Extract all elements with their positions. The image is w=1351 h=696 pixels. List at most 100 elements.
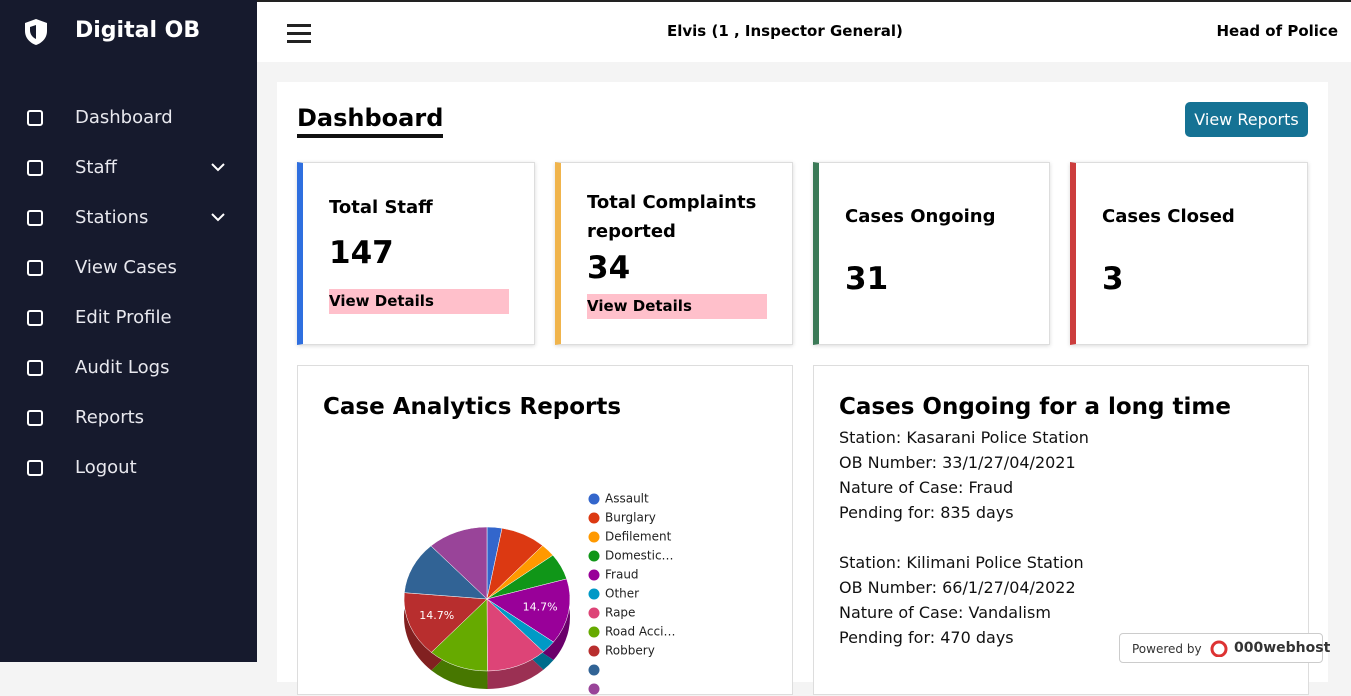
role: Head of Police [1216,22,1338,40]
nav-icon [27,160,43,176]
legend-swatch [588,664,600,676]
card-link[interactable]: View Details [587,294,767,319]
nav-icon [27,360,43,376]
icon-shape [27,410,43,426]
nav-icon [27,260,43,276]
card-value: 31 [845,261,889,297]
legend-label: Burglary [605,511,656,525]
brand-icon [25,19,47,45]
case-line: Pending for: 470 days [839,628,1014,647]
legend-label: Domestic… [605,549,674,563]
nav-item[interactable]: Dashboard [0,98,257,138]
icon-shape [27,210,43,226]
cases-title: Cases Ongoing for a long time [839,394,1231,420]
view-reports-button[interactable]: View Reports [1185,102,1308,137]
pie-slice [430,526,488,600]
sidebar: Digital OB Dashboard Staff Stations View Ca… [0,0,257,662]
legend-swatch [588,550,600,562]
nav-item[interactable]: Logout [0,448,257,488]
badge-logo [1210,640,1228,657]
user: Elvis (1 , Inspector General) [667,22,903,40]
brand: Digital OB [75,18,201,43]
nav-icon [27,410,43,426]
legend-label: Defilement [605,530,672,544]
nav-item[interactable]: Stations [0,198,257,238]
card: Cases Closed 3 [1070,162,1308,345]
card: Cases Ongoing 31 [813,162,1050,345]
legend-label: Rape [605,606,635,620]
case-line: Station: Kasarani Police Station [839,428,1089,447]
nav-label: View Cases [75,257,177,278]
nav-label: Reports [75,407,145,428]
chart-title: Case Analytics Reports [323,394,622,420]
case-line: Nature of Case: Vandalism [839,603,1051,622]
card-label: Cases Ongoing [845,206,996,227]
icon-shape [27,310,43,326]
legend-swatch [588,493,600,505]
nav-icon [27,210,43,226]
card-value: 3 [1102,261,1124,297]
legend-swatch [588,512,600,524]
nav-item[interactable]: Reports [0,398,257,438]
case-line: Station: Kilimani Police Station [839,553,1084,572]
nav-item[interactable]: View Cases [0,248,257,288]
nav-chevron [211,213,225,222]
badge-text: Powered by [1132,642,1202,656]
nav-label: Stations [75,207,149,228]
nav-icon [27,110,43,126]
case-line: OB Number: 33/1/27/04/2021 [839,453,1076,472]
legend-swatch [588,626,600,638]
pie-slice [404,545,488,600]
case-line: OB Number: 66/1/27/04/2022 [839,578,1076,597]
nav-label: Edit Profile [75,307,172,328]
legend-swatch [588,683,600,695]
chevron [211,163,225,172]
legend-swatch [588,569,600,581]
slice-label: 14.7% [523,600,558,613]
chart: 14.7% 14.7% Assault Burglary Defilement Domes… [403,492,675,695]
chevron [211,213,225,222]
badge-brand: 000webhost [1234,640,1331,656]
nav-icon [27,460,43,476]
nav-icon [27,310,43,326]
content: Dashboard View Reports Total Staff 147 V… [277,82,1328,695]
case-line: Nature of Case: Fraud [839,478,1014,497]
card-link[interactable]: View Details [329,289,509,314]
slice-label: 14.7% [419,609,454,622]
nav-item[interactable]: Staff [0,148,257,188]
card: Total Complaints reported 34 View Detail… [555,162,793,345]
nav-label: Audit Logs [75,357,170,378]
card-label: Cases Closed [1102,206,1235,227]
legend-label: Assault [605,492,649,506]
menu-toggle[interactable] [287,24,313,44]
card-value: 34 [587,250,631,286]
nav-chevron [211,163,225,172]
legend-swatch [588,588,600,600]
legend-label: Road Acci… [605,625,675,639]
icon-shape [27,110,43,126]
legend-swatch [588,531,600,543]
card-label: Total Complaints reported [587,192,757,242]
icon-shape [27,260,43,276]
chart-panel: Case Analytics Reports 14.7% 14.7% Assault… [297,365,793,695]
legend-swatch [588,645,600,657]
legend-swatch [588,607,600,619]
icon-shape [27,360,43,376]
legend-label: Other [605,587,639,601]
nav-label: Dashboard [75,107,173,128]
case-line: Pending for: 835 days [839,503,1014,522]
icon-shape [27,460,43,476]
hosting-badge[interactable]: Powered by 000webhost [1119,633,1330,663]
icon-shape [27,160,43,176]
nav-label: Logout [75,457,137,478]
page-title: Dashboard [297,104,444,138]
nav-item[interactable]: Audit Logs [0,348,257,388]
pie-slice [486,578,571,643]
card-label: Total Staff [329,197,433,218]
legend-label: Robbery [605,644,655,658]
card: Total Staff 147 View Details [297,162,535,345]
nav-item[interactable]: Edit Profile [0,298,257,338]
header: Elvis (1 , Inspector General) Head of Po… [257,0,1351,62]
nav-label: Staff [75,157,117,178]
